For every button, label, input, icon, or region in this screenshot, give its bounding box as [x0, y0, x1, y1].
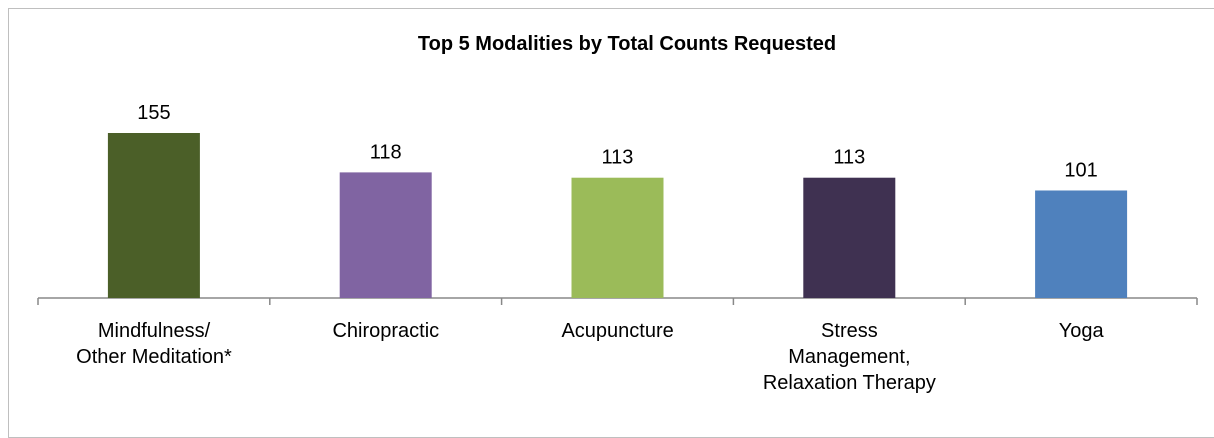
value-label: 113 [833, 147, 865, 169]
x-tick-label: Acupuncture [561, 320, 674, 342]
chart-title: Top 5 Modalities by Total Counts Request… [418, 33, 836, 55]
bar [1035, 190, 1128, 298]
x-tick-label: Yoga [1058, 320, 1104, 342]
page: Top 5 Modalities by Total Counts Request… [8, 8, 1214, 438]
bar [107, 133, 200, 298]
bar [803, 177, 896, 298]
value-label: 101 [1064, 159, 1097, 181]
bar [339, 172, 432, 298]
x-tick-label: Mindfulness/ Other Meditation* [76, 320, 232, 368]
value-label: 113 [602, 147, 634, 169]
x-tick-label: Stress Management, Relaxation Therapy [762, 320, 936, 394]
bar [571, 177, 664, 298]
chart: Top 5 Modalities by Total Counts Request… [37, 33, 1198, 305]
value-label: 155 [137, 102, 170, 124]
x-tick-label: Chiropractic [332, 320, 440, 342]
value-label: 118 [370, 141, 402, 163]
